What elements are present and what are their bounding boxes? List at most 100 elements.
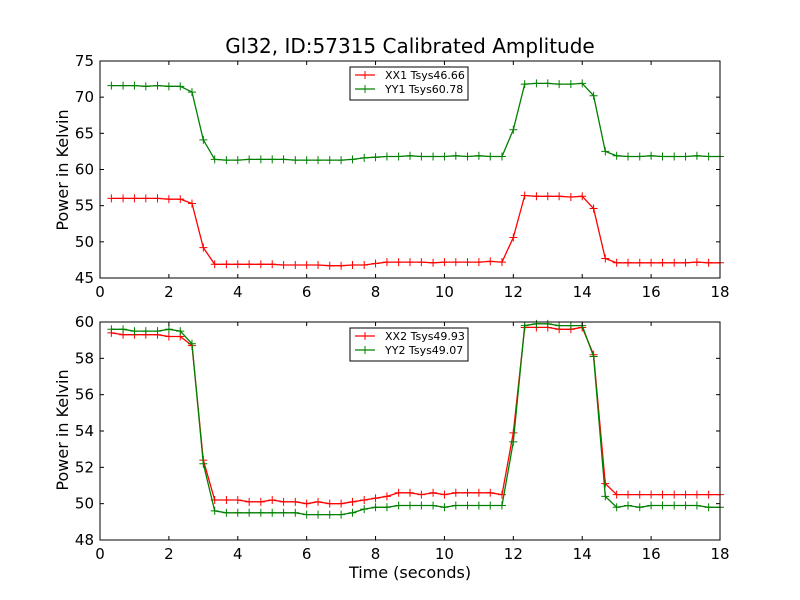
y-tick-label-top: 65: [75, 124, 94, 142]
y-tick-label-top: 45: [75, 269, 94, 287]
data-point-top-1: [474, 151, 483, 160]
data-point-top-1: [612, 151, 621, 160]
data-point-bottom-0: [314, 497, 323, 506]
data-point-top-1: [119, 81, 128, 90]
data-point-bottom-1: [394, 501, 403, 510]
data-point-bottom-0: [233, 496, 242, 505]
data-point-bottom-0: [635, 490, 644, 499]
x-tick-label-bottom: 8: [371, 545, 381, 563]
data-point-top-0: [256, 260, 265, 269]
data-point-top-1: [589, 91, 598, 100]
data-point-bottom-1: [187, 339, 196, 348]
data-point-bottom-1: [325, 510, 334, 519]
data-point-top-0: [578, 192, 587, 201]
legend-marker: [361, 71, 369, 79]
data-point-bottom-1: [692, 501, 701, 510]
data-point-top-1: [543, 79, 552, 88]
data-point-bottom-1: [371, 503, 380, 512]
data-point-top-1: [199, 135, 208, 144]
data-point-top-0: [463, 258, 472, 267]
data-point-top-0: [566, 192, 575, 201]
data-point-top-0: [291, 260, 300, 269]
data-point-top-0: [429, 258, 438, 267]
data-point-top-1: [141, 82, 150, 91]
data-point-bottom-1: [417, 501, 426, 510]
data-point-bottom-0: [360, 496, 369, 505]
data-point-bottom-1: [543, 319, 552, 328]
data-point-top-1: [532, 79, 541, 88]
data-point-bottom-1: [658, 501, 667, 510]
data-point-top-1: [681, 152, 690, 161]
x-tick-label-top: 12: [504, 283, 523, 301]
data-point-top-0: [406, 258, 414, 267]
data-point-bottom-0: [429, 488, 438, 497]
data-point-top-1: [406, 151, 414, 160]
y-tick-label-top: 70: [75, 88, 94, 106]
data-point-bottom-0: [417, 490, 426, 499]
data-point-top-1: [107, 81, 116, 90]
data-point-top-0: [141, 194, 150, 203]
data-point-top-0: [520, 191, 529, 200]
data-point-top-0: [624, 258, 633, 267]
data-point-bottom-1: [497, 501, 506, 510]
data-point-top-1: [658, 152, 667, 161]
data-point-bottom-0: [474, 488, 483, 497]
data-point-top-0: [601, 254, 610, 263]
legend-label: XX1 Tsys46.66: [385, 69, 465, 82]
data-point-top-0: [302, 260, 311, 269]
data-point-top-0: [474, 258, 483, 267]
data-point-top-1: [555, 80, 564, 89]
data-point-top-0: [647, 258, 656, 267]
data-point-top-1: [497, 152, 506, 161]
legend-marker: [361, 332, 369, 340]
data-point-top-1: [222, 156, 231, 165]
y-tick-label-bottom: 56: [75, 386, 94, 404]
data-point-bottom-0: [612, 490, 621, 499]
data-point-top-0: [635, 258, 644, 267]
legend-box: [349, 327, 469, 362]
data-point-bottom-0: [497, 490, 506, 499]
data-point-bottom-1: [222, 508, 231, 517]
data-point-bottom-1: [681, 501, 690, 510]
data-point-top-0: [187, 199, 196, 208]
data-point-top-1: [647, 151, 656, 160]
data-point-top-1: [360, 153, 369, 162]
data-point-bottom-0: [291, 497, 300, 506]
data-point-top-1: [256, 155, 265, 164]
data-point-top-0: [360, 260, 369, 269]
data-point-bottom-1: [451, 501, 460, 510]
data-point-bottom-1: [233, 508, 242, 517]
y-tick-label-bottom: 58: [75, 349, 94, 367]
data-point-bottom-1: [245, 508, 254, 517]
data-point-top-0: [325, 261, 334, 270]
data-point-bottom-1: [406, 501, 414, 510]
data-point-top-0: [532, 192, 541, 201]
data-point-bottom-1: [440, 503, 449, 512]
y-tick-label-bottom: 50: [75, 495, 94, 513]
data-point-bottom-1: [210, 506, 219, 515]
x-tick-label-bottom: 10: [435, 545, 454, 563]
data-point-top-0: [233, 260, 242, 269]
data-point-bottom-1: [141, 327, 150, 336]
data-point-top-1: [233, 156, 242, 165]
data-point-bottom-0: [451, 488, 460, 497]
x-tick-label-top: 10: [435, 283, 454, 301]
data-point-top-0: [509, 233, 518, 242]
data-point-bottom-0: [486, 488, 495, 497]
data-point-bottom-0: [348, 497, 357, 506]
legend-box: [349, 66, 469, 101]
data-point-top-0: [451, 258, 460, 267]
data-point-top-0: [371, 259, 380, 268]
data-point-bottom-0: [647, 490, 656, 499]
data-point-bottom-1: [589, 352, 598, 361]
data-point-top-1: [153, 81, 162, 90]
data-point-top-1: [187, 88, 196, 97]
data-point-top-0: [497, 258, 506, 267]
data-point-top-0: [245, 260, 254, 269]
y-tick-label-top: 50: [75, 233, 94, 251]
data-point-bottom-1: [176, 327, 185, 336]
data-point-top-0: [394, 258, 403, 267]
data-point-top-0: [543, 192, 552, 201]
x-tick-label-top: 0: [95, 283, 105, 301]
